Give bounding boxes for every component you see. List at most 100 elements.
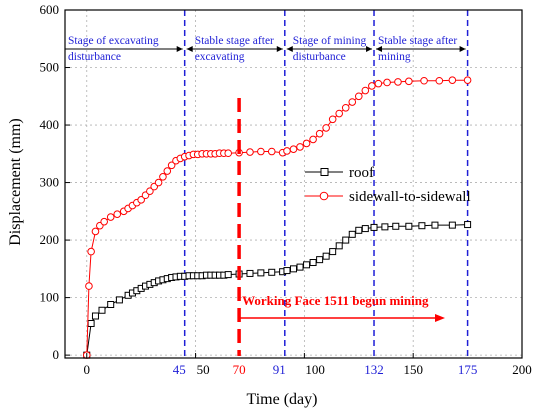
x-axis-title: Time (day) bbox=[247, 391, 318, 408]
event-tick-label: 70 bbox=[233, 362, 246, 377]
roof-point bbox=[268, 268, 276, 276]
roof-point bbox=[348, 230, 356, 238]
stage-tick-label: 132 bbox=[364, 362, 384, 377]
stage-arrowhead-right bbox=[459, 46, 466, 52]
sidewall-point bbox=[167, 161, 176, 170]
sidewall-point bbox=[341, 103, 350, 112]
sidewall-point bbox=[315, 129, 324, 138]
sidewall-point bbox=[163, 167, 172, 175]
y-tick-label: 200 bbox=[40, 232, 60, 247]
x-tick-label: 50 bbox=[197, 362, 210, 377]
roof-point bbox=[224, 271, 232, 279]
legend-marker-square bbox=[320, 168, 329, 176]
stage-label-line1: Stable stage after bbox=[378, 35, 457, 47]
sidewall-point bbox=[354, 92, 363, 101]
legend: roof sidewall-to-sidewall bbox=[305, 165, 471, 205]
sidewall-point bbox=[85, 282, 93, 290]
sidewall-point bbox=[309, 135, 317, 144]
roof-point bbox=[309, 259, 317, 267]
roof-point bbox=[322, 252, 330, 260]
roof-point bbox=[381, 223, 389, 231]
y-tick-label: 0 bbox=[53, 347, 60, 362]
roof-point bbox=[115, 296, 123, 304]
roof-point bbox=[448, 221, 456, 229]
plot-frame bbox=[64, 9, 523, 359]
sidewall-point bbox=[113, 210, 122, 218]
stage-tick-label: 45 bbox=[173, 362, 186, 377]
legend-marker-circle bbox=[319, 191, 329, 201]
sidewall-point bbox=[361, 86, 370, 95]
roof-point bbox=[290, 265, 297, 273]
sidewall-point bbox=[246, 148, 254, 156]
sidewall-point bbox=[91, 227, 100, 236]
roof-point bbox=[316, 256, 324, 264]
x-tick-label: 150 bbox=[403, 362, 423, 377]
roof-point bbox=[361, 225, 369, 233]
sidewall-point bbox=[448, 76, 457, 84]
series-layer bbox=[82, 76, 472, 359]
sidewall-point bbox=[394, 78, 402, 86]
mining-annotation: Working Face 1511 begun mining bbox=[242, 293, 429, 308]
sidewall-point bbox=[154, 178, 163, 187]
stage-tick-label: 175 bbox=[458, 362, 478, 377]
sidewall-point bbox=[383, 78, 391, 87]
roof-point bbox=[355, 226, 363, 234]
roof-point bbox=[418, 222, 426, 230]
sidewall-point bbox=[146, 187, 154, 195]
roof-point bbox=[335, 242, 343, 250]
y-axis-title: Displacement (mm) bbox=[7, 118, 24, 246]
legend-label: sidewall-to-sidewall bbox=[349, 189, 471, 205]
sidewall-point bbox=[106, 213, 115, 221]
sidewall-point bbox=[289, 145, 298, 153]
legend-label: roof bbox=[349, 165, 374, 181]
sidewall-point bbox=[368, 82, 376, 90]
roof-point bbox=[370, 223, 378, 231]
sidewall-point bbox=[302, 139, 311, 148]
y-tick-label: 600 bbox=[40, 2, 60, 17]
roof-point bbox=[257, 269, 265, 277]
sidewall-point bbox=[87, 247, 95, 256]
annotation-layer: Working Face 1511 begun mining bbox=[237, 98, 445, 356]
y-tick-label: 500 bbox=[40, 60, 60, 75]
sidewall-point bbox=[335, 109, 344, 118]
sidewall-point bbox=[328, 115, 337, 124]
axes-layer: 0 50 100 150 200 45 91 132 175 70 0 100 200 300 400 500… bbox=[40, 2, 532, 377]
roof-point bbox=[303, 261, 311, 269]
roof-point bbox=[329, 248, 337, 256]
stage-label-line1: Stage of excavating bbox=[68, 35, 159, 47]
roof-point bbox=[107, 301, 115, 309]
sidewall-point bbox=[296, 143, 304, 151]
mining-arrowhead bbox=[435, 314, 445, 322]
roof-point bbox=[246, 269, 254, 277]
stage-arrowhead-left bbox=[376, 46, 383, 52]
roof-point bbox=[283, 267, 291, 275]
sidewall-point bbox=[435, 76, 444, 85]
sidewall-point bbox=[322, 124, 330, 132]
roof-point bbox=[98, 306, 106, 314]
sidewall-point bbox=[159, 173, 167, 181]
series-line-sidewall bbox=[86, 79, 468, 356]
sidewall-point bbox=[405, 77, 413, 86]
roof-point bbox=[431, 221, 439, 229]
roof-point bbox=[464, 221, 472, 229]
stage-arrowhead-right bbox=[176, 46, 183, 52]
roof-point bbox=[87, 319, 95, 327]
x-tick-label: 100 bbox=[305, 362, 325, 377]
sidewall-point bbox=[463, 76, 472, 84]
sidewall-point bbox=[224, 149, 233, 158]
stage-arrowhead-left bbox=[286, 46, 293, 52]
stage-tick-label: 91 bbox=[273, 362, 286, 377]
stage-label-line1: Stage of mining bbox=[293, 35, 367, 47]
stage-label-line2: disturbance bbox=[68, 51, 121, 63]
stage-label-line2: excavating bbox=[195, 51, 245, 63]
stage-arrowhead-right bbox=[366, 46, 373, 52]
roof-point bbox=[91, 312, 99, 320]
stage-label-line1: Stable stage after bbox=[195, 35, 274, 47]
y-tick-label: 300 bbox=[40, 175, 60, 190]
sidewall-point bbox=[283, 147, 291, 155]
stage-lines-layer: Stage of excavating disturbance Stable sta… bbox=[65, 10, 469, 358]
y-tick-label: 400 bbox=[40, 117, 60, 132]
stage-label-line2: mining bbox=[378, 51, 411, 63]
